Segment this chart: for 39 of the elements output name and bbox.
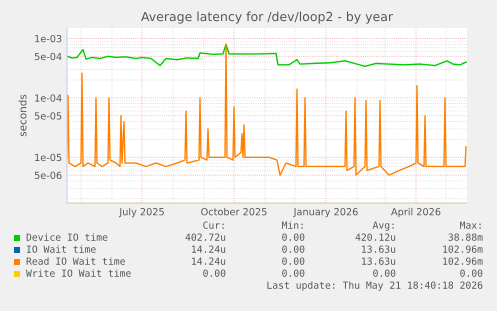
text: 0.00: [373, 269, 396, 277]
text: Avg:: [372, 222, 394, 231]
text: 0.00: [282, 245, 304, 253]
legend-label: Read IO Wait time: [26, 257, 125, 265]
x-tick-label: January 2026: [293, 208, 358, 218]
text: 0.00: [282, 233, 304, 241]
legend-label: Write IO Wait time: [26, 269, 131, 277]
text: 420.12u: [356, 233, 396, 241]
y-tick-label: 1e-04: [35, 94, 62, 102]
text: 14.24u: [192, 257, 226, 265]
text: 102.96m: [443, 257, 483, 265]
text: 13.63u: [362, 245, 396, 253]
x-tick-label: April 2026: [391, 208, 440, 218]
line-series: [67, 44, 467, 67]
text: 38.88m: [448, 233, 483, 241]
text: 0.00: [282, 257, 304, 265]
text: Max:: [460, 222, 481, 229]
text: 0.00: [203, 269, 226, 277]
chart-title: Average latency for /dev/loop2 - by year: [141, 12, 394, 24]
y-axis-title: seconds: [18, 94, 27, 136]
legend-label: Device IO time: [26, 233, 108, 241]
y-tick-label: 5e-06: [34, 172, 62, 179]
y-tick-label: 1e-03: [35, 34, 62, 42]
text: 13.63u: [362, 257, 396, 265]
text: Min:: [282, 221, 303, 229]
x-tick-label: July 2025: [118, 208, 164, 218]
text: 0.00: [282, 269, 304, 277]
text: 102.96m: [443, 245, 483, 253]
y-tick-label: 1e-05: [35, 154, 62, 162]
text: 14.24u: [192, 245, 226, 253]
text: 402.72u: [186, 233, 226, 241]
text: Last update: Thu May 21 18:40:18 2026: [267, 281, 482, 291]
legend-label: IO Wait time: [26, 245, 96, 253]
text: 0.00: [460, 269, 482, 277]
y-tick-label: 5e-04: [34, 52, 62, 60]
line-series: [67, 44, 467, 176]
text: Cur:: [203, 221, 224, 229]
y-tick-label: 5e-05: [34, 112, 62, 120]
x-tick-label: October 2025: [201, 208, 267, 216]
